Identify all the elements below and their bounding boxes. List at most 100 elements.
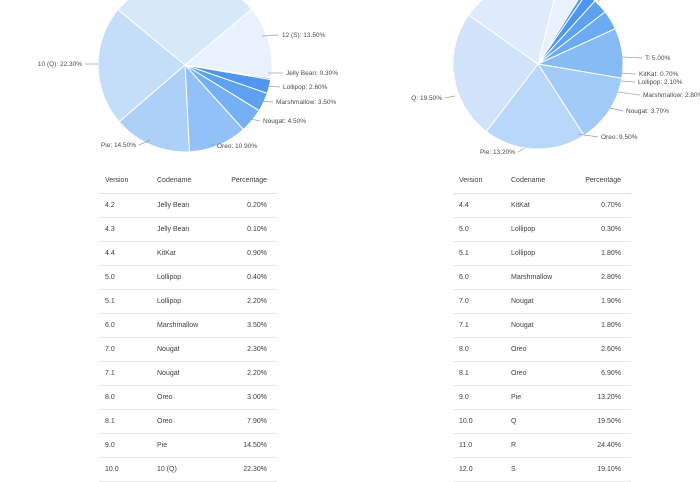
pie-slice-label: Marshmallow: 2.80% (643, 92, 700, 99)
version-cell: 8.0 (453, 337, 511, 362)
codename-cell: Lollipop (157, 289, 227, 314)
column-header: Version (453, 168, 511, 194)
leader-line (621, 56, 643, 59)
leader-line (138, 139, 151, 146)
percentage-cell: 22.30% (227, 457, 277, 482)
table-row: 4.3 Jelly Bean 0.10% (99, 217, 277, 242)
table-row: 7.1 Nougat 1.80% (453, 313, 631, 338)
table-row: 4.2 Jelly Bean 0.20% (99, 193, 277, 218)
percentage-cell: 14.50% (227, 433, 277, 458)
pie-slice-label: Lollipop: 2.60% (283, 84, 328, 91)
version-cell: 8.1 (453, 361, 511, 386)
version-cell: 11.0 (453, 433, 511, 458)
leader-line (245, 117, 261, 122)
distribution-table-right: Version Codename Percentage 4.4 KitKat 0.70%… (453, 168, 631, 482)
percentage-cell: 2.20% (227, 361, 277, 386)
percentage-cell: 24.40% (581, 433, 631, 458)
version-cell: 8.0 (99, 385, 157, 410)
distribution-table-left: Version Codename Percentage 4.2 Jelly Bean 0… (99, 168, 277, 482)
codename-cell: Marshmallow (511, 265, 581, 290)
codename-cell: 10 (Q) (157, 457, 227, 482)
table-row: 5.0 Lollipop 0.30% (453, 217, 631, 242)
leader-line (257, 100, 274, 103)
table-row: 9.0 Pie 13.20% (453, 385, 631, 410)
pie-slice (118, 63, 190, 153)
codename-cell: Nougat (157, 361, 227, 386)
version-cell: 5.0 (99, 265, 157, 290)
pie-slice-label: Nougat: 3.70% (626, 108, 669, 115)
version-cell: 4.3 (99, 217, 157, 242)
percentage-cell: 2.60% (581, 337, 631, 362)
codename-cell: Nougat (511, 289, 581, 314)
version-cell: 10.0 (453, 409, 511, 434)
leader-line (444, 95, 456, 99)
codename-cell: Lollipop (157, 265, 227, 290)
table-row: 6.0 Marshmallow 2.80% (453, 265, 631, 290)
version-cell: 6.0 (453, 265, 511, 290)
table-header-row: Version Codename Percentage (453, 168, 631, 194)
version-cell: 9.0 (99, 433, 157, 458)
leader-line (265, 85, 281, 88)
table-row: 7.0 Nougat 1.90% (453, 289, 631, 314)
version-cell: 5.0 (453, 217, 511, 242)
codename-cell: Jelly Bean (157, 193, 227, 218)
percentage-cell: 2.30% (227, 337, 277, 362)
table-row: 8.0 Oreo 2.60% (453, 337, 631, 362)
pie-slice-label: Lollipop: 2.10% (638, 79, 683, 86)
codename-cell: Marshmallow (157, 313, 227, 338)
version-cell: 7.1 (99, 361, 157, 386)
pie-slice (183, 8, 273, 79)
percentage-cell: 13.20% (581, 385, 631, 410)
version-cell: 7.1 (453, 313, 511, 338)
pie-slice-label: Jelly Bean: 0.30% (286, 70, 338, 77)
codename-cell: Jelly Bean (157, 217, 227, 242)
pie-chart-right: T: 5.00% KitKat: 0.70%Lollipop: 2.10% Mars… (411, 0, 700, 156)
pie-slice-label: S: 19.10% (603, 0, 633, 2)
table-row: 6.0 Marshmallow 3.50% (99, 313, 277, 338)
codename-cell: S (511, 457, 581, 482)
codename-cell: Nougat (511, 313, 581, 338)
table-row: 8.1 Oreo 7.90% (99, 409, 277, 434)
table-row: 12.0 S 19.10% (453, 457, 631, 482)
table-row: 5.1 Lollipop 2.20% (99, 289, 277, 314)
codename-cell: Lollipop (511, 217, 581, 242)
leader-line (211, 143, 215, 147)
table-header-row: Version Codename Percentage (99, 168, 277, 194)
table-row: 10.0 Q 19.50% (453, 409, 631, 434)
version-cell: 12.0 (453, 457, 511, 482)
pie-slice-label: Pie: 14.50% (101, 142, 136, 149)
pie-slice-label: Nougat: 4.50% (263, 118, 306, 125)
version-cell: 8.1 (99, 409, 157, 434)
column-header: Codename (511, 168, 581, 194)
codename-cell: Oreo (157, 385, 227, 410)
version-cell: 4.2 (99, 193, 157, 218)
table-row: 5.0 Lollipop 0.40% (99, 265, 277, 290)
codename-cell: Lollipop (511, 241, 581, 266)
pie-charts: 12 (S): 13.50% Jelly Bean: 0.30% Lollipop:… (38, 0, 700, 156)
table-row: 11.0 R 24.40% (453, 433, 631, 458)
codename-cell: Q (511, 409, 581, 434)
codename-cell: Pie (511, 385, 581, 410)
percentage-cell: 0.20% (227, 193, 277, 218)
pie-slice (117, 0, 253, 66)
version-cell: 9.0 (453, 385, 511, 410)
percentage-cell: 0.90% (227, 241, 277, 266)
codename-cell: Oreo (511, 361, 581, 386)
version-cell: 7.0 (453, 289, 511, 314)
codename-cell: Nougat (157, 337, 227, 362)
percentage-cell: 19.50% (581, 409, 631, 434)
version-cell: 6.0 (99, 313, 157, 338)
pie-slice-label: Pie: 13.20% (480, 149, 515, 156)
codename-cell: Oreo (157, 409, 227, 434)
version-cell: 5.1 (99, 289, 157, 314)
version-cell: 10.0 (99, 457, 157, 482)
percentage-cell: 0.40% (227, 265, 277, 290)
percentage-cell: 0.30% (581, 217, 631, 242)
column-header: Version (99, 168, 157, 194)
codename-cell: R (511, 433, 581, 458)
percentage-cell: 3.00% (227, 385, 277, 410)
table-row: 4.4 KitKat 0.70% (453, 193, 631, 218)
table-row: 9.0 Pie 14.50% (99, 433, 277, 458)
table-row: 7.1 Nougat 2.20% (99, 361, 277, 386)
pie-slice (452, 14, 539, 133)
